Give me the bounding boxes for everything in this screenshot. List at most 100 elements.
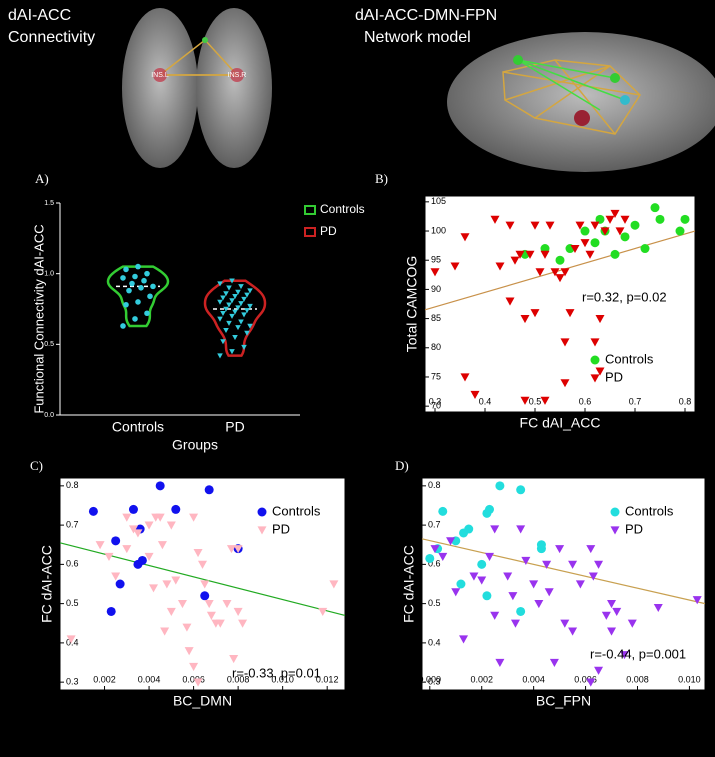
point [204,600,214,609]
point [171,504,181,514]
panel-label: A) [35,171,49,186]
point [450,262,460,271]
legend-swatch [304,205,316,215]
point [122,513,132,522]
point [590,338,600,347]
point [247,303,253,309]
point [171,576,181,585]
legend-marker [590,374,600,383]
annotation: r=0.32, p=0.02 [582,289,667,304]
point [184,647,194,656]
y-tick-label: 70 [431,401,441,411]
point [503,572,513,581]
x-axis-label: FC dAI_ACC [520,415,601,431]
point [521,556,531,565]
x-tick-label: 0.7 [629,396,642,406]
point [235,305,241,311]
point [238,319,244,325]
point [204,485,214,495]
y-tick-label: 0.5 [428,598,441,608]
point [104,552,114,562]
y-tick-label: 80 [431,342,441,352]
point [594,560,604,569]
point [590,221,600,230]
point [425,553,435,563]
point [620,232,630,242]
point [162,580,172,589]
point [229,349,235,355]
point [588,572,598,581]
point [451,588,461,597]
x-tick-label: 0.000 [419,674,442,684]
point [534,600,544,609]
point [470,390,480,399]
point [215,619,225,628]
legend-swatch [304,227,316,237]
point [144,270,150,277]
point [88,506,98,516]
node-label: INS.L [151,72,169,79]
y-tick-label: 0.8 [428,480,441,490]
point [177,600,187,609]
point [516,525,526,534]
point [555,274,565,283]
point [150,283,156,290]
point [586,678,596,687]
y-tick-label: 0.6 [428,559,441,569]
x-tick-label: 0.010 [271,674,294,684]
point [575,221,585,230]
point [525,250,535,259]
point [217,353,223,359]
point [438,506,448,516]
y-tick-label: 95 [431,255,441,265]
y-tick-label: 0.7 [428,519,441,529]
y-tick-label: 0.0 [44,412,54,419]
point [495,481,505,491]
point [601,611,611,620]
point [217,299,223,305]
point [189,513,199,522]
point [530,309,540,318]
point [549,658,559,668]
fit-line [424,230,696,311]
point [490,215,500,224]
point [111,536,121,546]
point [568,560,578,569]
point [137,555,147,565]
point [615,227,625,236]
node-label: INS.R [228,72,247,79]
x-tick-label: 0.006 [574,674,597,684]
point [238,301,244,307]
point [198,560,207,569]
point [575,580,585,589]
point [542,560,552,569]
point [138,285,144,291]
point [477,559,487,569]
point [123,301,129,308]
point [653,603,663,613]
point [200,580,210,589]
point [586,545,596,554]
point [545,221,555,230]
point [485,552,495,562]
point [247,288,253,294]
x-tick-label: 0.4 [479,396,492,406]
point [610,209,620,219]
y-tick-label: 1.5 [44,200,54,207]
point [430,268,440,277]
point [490,611,500,620]
y-axis-label: Total CAMCOG [404,256,420,352]
point [135,263,141,270]
y-tick-label: 1.0 [44,271,54,278]
point [560,619,570,628]
point [460,373,470,382]
legend-marker [610,507,620,517]
point [233,545,243,554]
point [459,635,469,644]
point [477,576,487,585]
y-tick-label: 100 [431,225,446,235]
point [568,627,578,636]
point [590,238,600,248]
point [535,268,545,277]
point [182,623,192,632]
